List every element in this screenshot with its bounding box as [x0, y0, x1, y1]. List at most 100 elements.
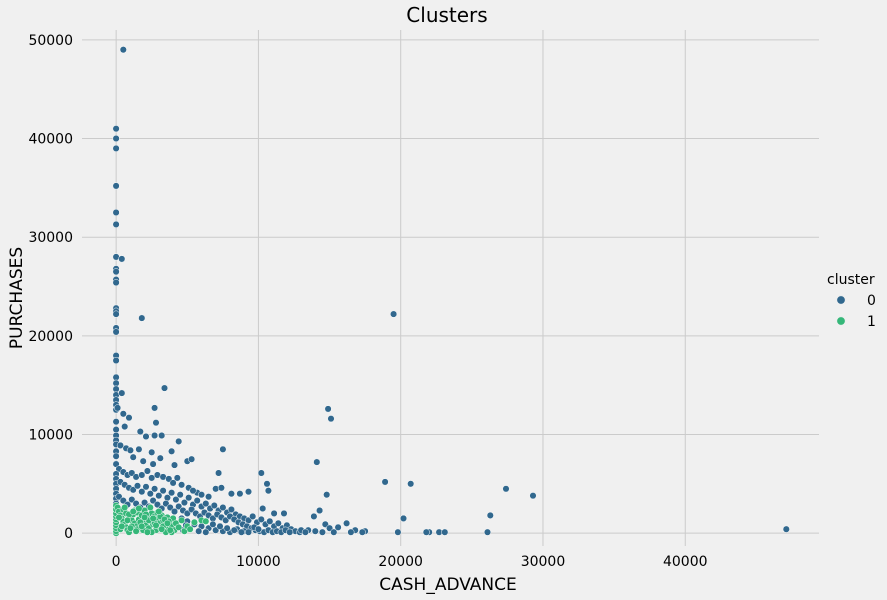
point-cluster-0 — [316, 506, 324, 515]
chart-title: Clusters — [406, 3, 487, 27]
point-cluster-1 — [115, 513, 123, 521]
point-cluster-0 — [216, 522, 224, 530]
point-cluster-0 — [347, 528, 355, 536]
point-cluster-0 — [112, 426, 120, 434]
point-cluster-0 — [118, 255, 126, 263]
point-cluster-0 — [486, 511, 494, 519]
point-cluster-0 — [135, 445, 143, 453]
point-cluster-0 — [112, 328, 120, 336]
point-cluster-0 — [202, 500, 210, 508]
point-cluster-0 — [112, 208, 120, 217]
point-cluster-1 — [155, 507, 163, 516]
point-cluster-1 — [152, 521, 160, 529]
point-cluster-0 — [244, 528, 253, 536]
point-cluster-1 — [138, 522, 146, 530]
point-cluster-1 — [149, 514, 157, 522]
point-cluster-0 — [223, 524, 231, 532]
legend: cluster 0 1 — [827, 272, 876, 330]
x-tick-label: 40000 — [663, 554, 708, 570]
point-cluster-0 — [185, 494, 193, 502]
point-cluster-0 — [330, 528, 338, 536]
x-axis-label: CASH_ADVANCE — [379, 575, 517, 595]
point-cluster-0 — [358, 528, 366, 536]
point-cluster-0 — [112, 268, 120, 276]
point-cluster-0 — [172, 496, 180, 504]
point-cluster-0 — [202, 528, 210, 536]
point-cluster-0 — [219, 445, 227, 453]
point-cluster-0 — [323, 491, 331, 499]
point-cluster-0 — [301, 528, 309, 536]
point-cluster-0 — [782, 525, 790, 533]
point-cluster-1 — [166, 526, 174, 534]
point-cluster-0 — [334, 523, 342, 531]
data-points — [112, 46, 790, 537]
point-cluster-0 — [188, 455, 196, 463]
point-cluster-1 — [190, 518, 198, 526]
point-cluster-0 — [217, 484, 225, 492]
legend-marker-0 — [836, 295, 846, 305]
point-cluster-1 — [132, 527, 140, 535]
point-cluster-0 — [259, 504, 267, 513]
point-cluster-0 — [112, 452, 120, 460]
point-cluster-0 — [236, 490, 244, 498]
point-cluster-1 — [186, 525, 194, 533]
x-tick-label: 0 — [112, 554, 121, 570]
point-cluster-0 — [286, 528, 294, 536]
point-cluster-1 — [135, 504, 143, 513]
point-cluster-0 — [149, 460, 157, 468]
point-cluster-0 — [142, 432, 150, 441]
point-cluster-0 — [170, 461, 179, 469]
point-cluster-0 — [129, 453, 137, 461]
y-axis-label: PURCHASES — [7, 247, 27, 349]
point-cluster-0 — [160, 384, 169, 392]
point-cluster-1 — [141, 513, 149, 521]
point-cluster-1 — [121, 503, 129, 512]
point-cluster-0 — [126, 446, 134, 454]
legend-marker-1 — [836, 316, 846, 326]
point-cluster-0 — [394, 528, 402, 536]
point-cluster-0 — [280, 509, 288, 517]
point-cluster-0 — [151, 431, 159, 440]
point-cluster-0 — [324, 405, 332, 413]
point-cluster-0 — [125, 414, 133, 422]
x-tick-label: 20000 — [378, 554, 423, 570]
point-cluster-0 — [138, 471, 146, 479]
point-cluster-0 — [121, 423, 129, 431]
y-tick-label: 10000 — [28, 428, 73, 444]
y-tick-label: 50000 — [28, 33, 73, 49]
legend-title: cluster — [827, 272, 875, 288]
point-cluster-0 — [159, 487, 167, 495]
point-cluster-1 — [146, 503, 154, 512]
point-cluster-1 — [143, 528, 151, 536]
point-cluster-0 — [133, 482, 142, 490]
point-cluster-0 — [173, 474, 181, 482]
point-cluster-1 — [163, 519, 171, 527]
point-cluster-0 — [142, 483, 150, 491]
point-cluster-0 — [112, 310, 120, 318]
point-cluster-0 — [189, 487, 197, 495]
point-cluster-0 — [112, 418, 120, 426]
point-cluster-0 — [116, 441, 124, 449]
point-cluster-0 — [180, 499, 188, 507]
point-cluster-0 — [254, 525, 262, 533]
point-cluster-0 — [313, 458, 321, 466]
point-cluster-0 — [176, 491, 184, 499]
point-cluster-0 — [407, 480, 415, 488]
point-cluster-0 — [263, 480, 271, 488]
point-cluster-0 — [118, 389, 126, 397]
legend-label-1: 1 — [867, 314, 876, 330]
point-cluster-0 — [156, 454, 164, 462]
point-cluster-1 — [178, 516, 186, 524]
point-cluster-1 — [129, 507, 137, 516]
point-cluster-1 — [126, 524, 134, 532]
point-cluster-0 — [169, 479, 177, 487]
point-cluster-0 — [249, 512, 257, 520]
point-cluster-0 — [266, 517, 274, 525]
point-cluster-0 — [327, 415, 335, 423]
point-cluster-0 — [529, 492, 537, 500]
point-cluster-0 — [138, 314, 146, 322]
point-cluster-1 — [118, 522, 126, 530]
point-cluster-0 — [237, 528, 245, 536]
point-cluster-1 — [202, 517, 210, 525]
